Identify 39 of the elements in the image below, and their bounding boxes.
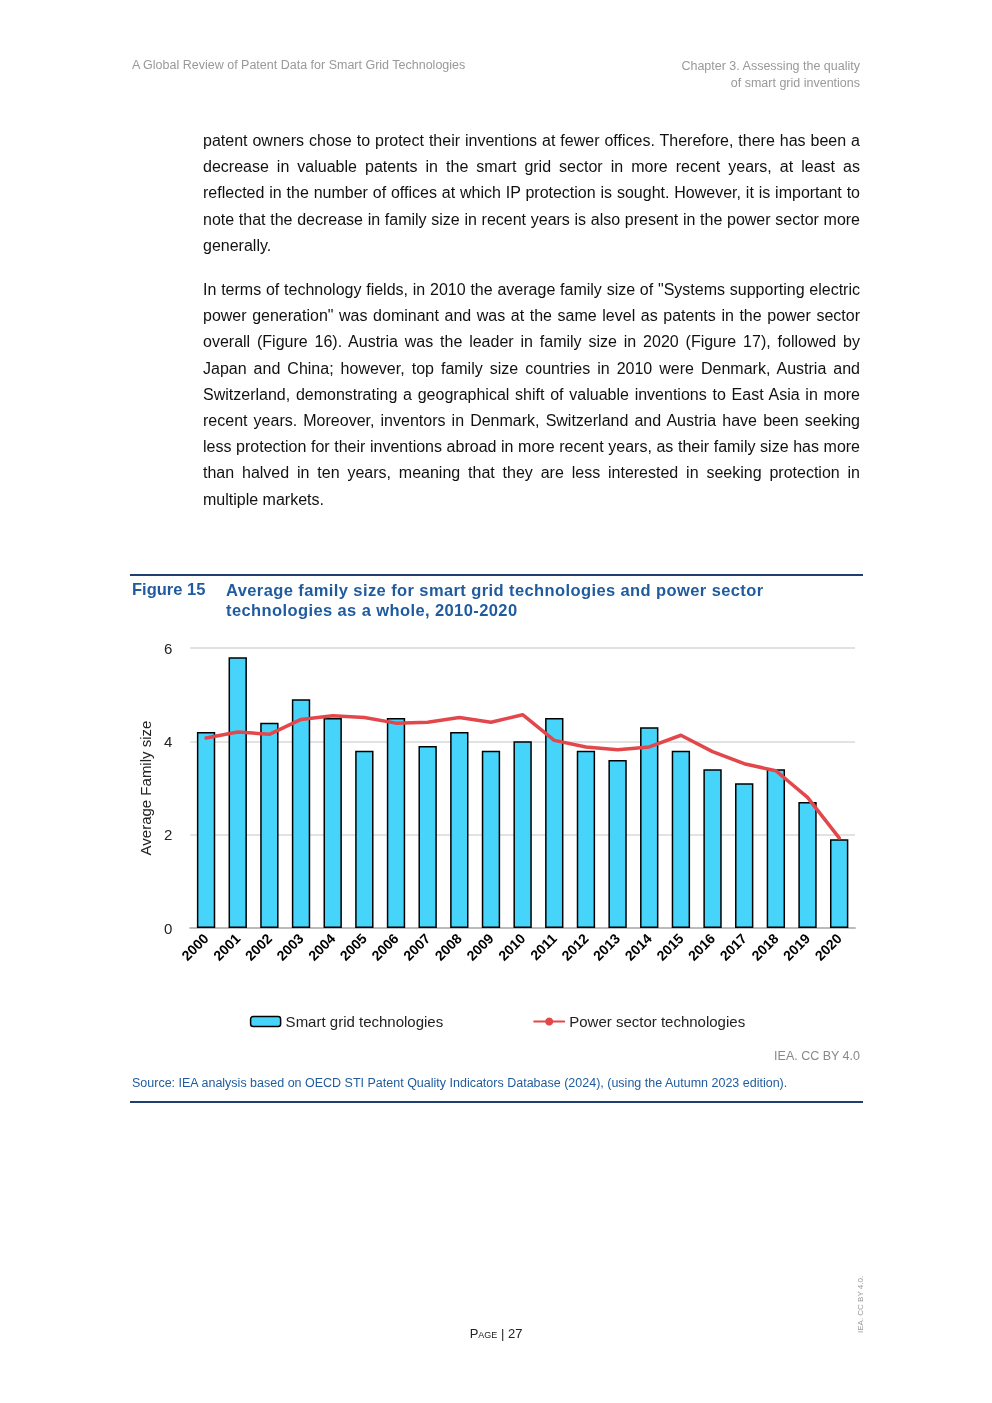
source-note: Source: IEA analysis based on OECD STI Patent Quality Indicators Database (2024), (using the Autumn 2023 edition). — [132, 1076, 789, 1090]
bar — [355, 750, 374, 928]
text: IEA. CC BY 4.0. — [856, 1274, 865, 1333]
y-tick-label: 6 — [163, 639, 173, 657]
y-axis-title: Average Family size — [137, 720, 154, 856]
line-series — [204, 712, 841, 840]
legend-label: Smart grid technologies — [285, 1013, 444, 1030]
text: Page | 27 — [468, 1326, 524, 1341]
bar — [608, 760, 627, 928]
bar — [386, 718, 406, 928]
bar — [829, 839, 849, 928]
text: Chapter 3. Assessing the quality of smart grid inventions — [680, 58, 860, 92]
legend-label: Power sector technologies — [569, 1013, 746, 1030]
bar — [640, 727, 659, 928]
bar — [450, 732, 469, 928]
chart-title: Average family size for smart grid technologies and power sector technologies as a whole, 2010-2020 — [226, 580, 765, 620]
bar — [576, 750, 596, 928]
bar — [798, 802, 817, 928]
bar — [513, 741, 532, 928]
y-tick-label: 0 — [163, 919, 173, 937]
bar — [735, 783, 754, 928]
text: IEA. CC BY 4.0 — [773, 1049, 860, 1063]
bar — [418, 746, 437, 928]
bar — [228, 657, 247, 928]
bar — [545, 718, 564, 928]
y-tick-label: 4 — [163, 732, 173, 750]
bar — [671, 750, 691, 928]
y-tick-label: 2 — [163, 826, 173, 844]
text: A Global Review of Patent Data for Smart Grid Technologies — [132, 58, 467, 72]
bar — [291, 699, 311, 928]
bar — [323, 718, 342, 928]
text: patent owners chose to protect their inventions at fewer offices. Therefore, there has been a decrease in valuable patents in the smart grid sector in more recent years, at least as reflected in the number of offices at which IP protection is sought. However, it is important to note that the decrease in family size in recent years is also present in the power sector more generally. — [203, 131, 860, 256]
bar — [703, 769, 722, 928]
bar — [766, 769, 786, 928]
chart-subtitle: Figure 15 — [132, 580, 207, 599]
bar — [196, 732, 216, 928]
bar — [260, 722, 279, 928]
bar — [481, 750, 501, 928]
text: In terms of technology fields, in 2010 the average family size of "Systems supporting electric power generation" was dominant and was at the same level as patents in the power sector overall (Figure 16). Austria was the leader in family size in 2020 (Figure 17), followed by Japan and China; however, top family size countries in 2010 were Denmark, Austria and Switzerland, demonstrating a geographical shift of valuable inventions to East Asia in more recent years. Moreover, inventors in Denmark, Switzerland and Austria have been seeking less protection for their inventions abroad in more recent years, as their family size has more than halved in ten years, meaning that they are less interested in seeking protection in multiple markets. — [203, 281, 860, 508]
